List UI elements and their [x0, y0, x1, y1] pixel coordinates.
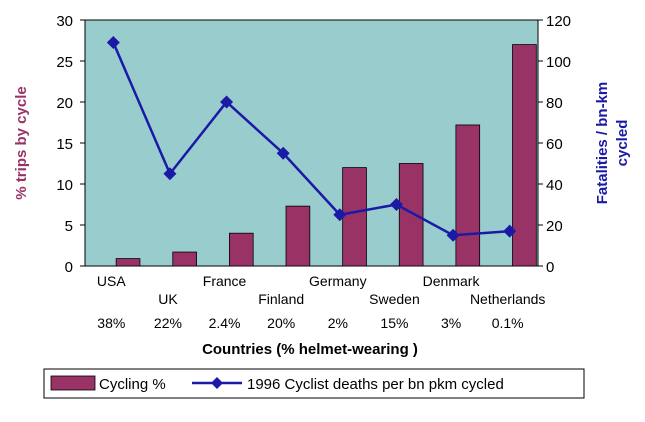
x-tick-label: Finland [258, 291, 304, 307]
bar [115, 258, 141, 267]
x-tick-label: France [203, 273, 247, 289]
y2-tick-label: 80 [546, 95, 563, 112]
y-tick-label: 5 [65, 218, 73, 235]
y2-tick-label: 40 [546, 177, 563, 194]
y2-tick-label: 120 [546, 13, 571, 30]
line-point [276, 146, 290, 160]
x-helmet-label: 2% [328, 315, 348, 331]
bar [455, 124, 481, 267]
y2-tick-label: 0 [546, 259, 554, 276]
x-tick-label: Sweden [369, 291, 420, 307]
fatalities-line [112, 42, 510, 237]
y2-tick-label: 60 [546, 136, 563, 153]
legend-swatch-marker [211, 377, 223, 389]
y2-tick-label: 20 [546, 218, 563, 235]
line-point [446, 228, 460, 242]
y-tick-label: 30 [56, 13, 73, 30]
y-tick-label: 0 [65, 259, 73, 276]
x-helmet-label: 3% [441, 315, 461, 331]
x-tick-label: Germany [309, 273, 367, 289]
legend-label-line: 1996 Cyclist deaths per bn pkm cycled [247, 376, 504, 393]
x-helmet-label: 2.4% [209, 315, 241, 331]
bar [228, 232, 254, 267]
line-point [333, 208, 347, 222]
y-tick-label: 25 [56, 54, 73, 71]
line-point [220, 95, 234, 109]
x-tick-label: Netherlands [470, 291, 546, 307]
bar [172, 251, 197, 267]
x-tick-label: UK [158, 291, 178, 307]
x-helmet-label: 0.1% [492, 315, 524, 331]
x-helmet-label: 22% [154, 315, 182, 331]
y2-axis-label-line2: cycled [614, 120, 631, 167]
line-point [163, 167, 177, 181]
y-axis-label: % trips by cycle [13, 86, 30, 199]
bar [512, 44, 537, 267]
legend-box [43, 368, 585, 399]
bar [285, 205, 311, 267]
y2-tick-label: 100 [546, 54, 571, 71]
legend: Cycling % 1996 Cyclist deaths per bn pkm… [43, 368, 585, 399]
line-point [389, 198, 403, 211]
legend-swatch-bar [50, 375, 96, 391]
bar [398, 163, 424, 267]
x-tick-label: Denmark [423, 273, 481, 289]
x-tick-label: USA [97, 273, 126, 289]
x-helmet-label: 20% [267, 315, 295, 331]
legend-label-bar: Cycling % [99, 376, 166, 393]
y-tick-label: 10 [56, 177, 73, 194]
y-tick-label: 15 [56, 136, 73, 153]
y2-axis-label-line1: Fatalities / bn-km [594, 82, 611, 205]
x-helmet-label: 15% [380, 315, 408, 331]
x-helmet-label: 38% [97, 315, 125, 331]
x-axis-label: Countries (% helmet-wearing ) [202, 341, 418, 358]
bar [342, 167, 367, 267]
y-tick-label: 20 [56, 95, 73, 112]
line-point [106, 36, 120, 50]
line-point [503, 224, 517, 238]
